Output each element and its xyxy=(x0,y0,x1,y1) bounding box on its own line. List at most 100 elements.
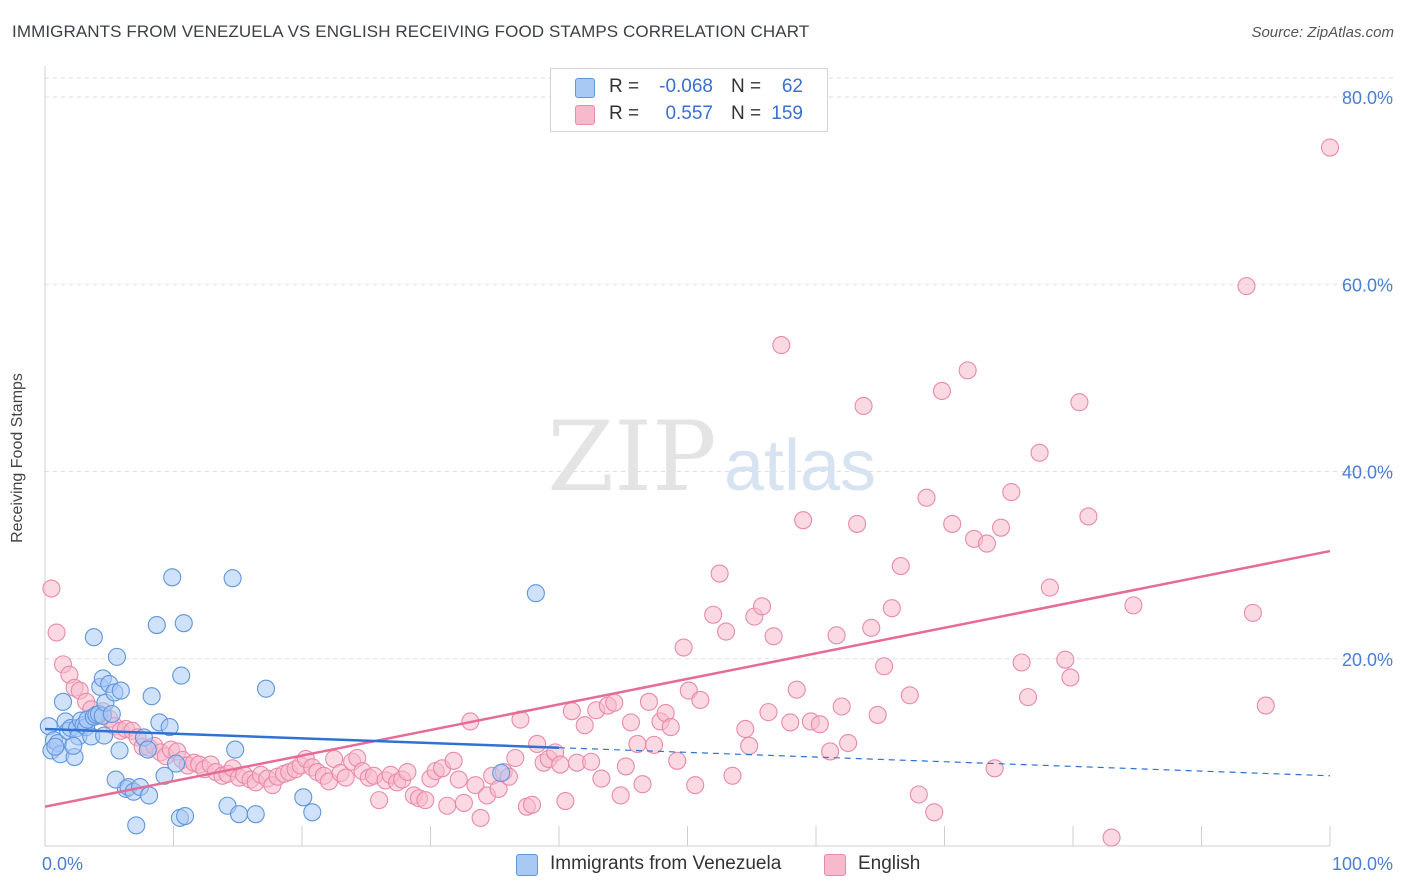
venezuela-point xyxy=(127,816,146,835)
venezuela-point xyxy=(107,647,127,666)
english-point xyxy=(639,692,659,711)
english-point xyxy=(943,514,962,533)
english-point xyxy=(764,627,783,646)
english-point xyxy=(633,775,652,794)
y-tick-label: 80.0% xyxy=(1342,88,1393,108)
english-point xyxy=(827,626,846,645)
english-point xyxy=(1002,483,1021,502)
venezuela-point xyxy=(163,568,182,587)
venezuela-point xyxy=(172,666,191,685)
legend-swatch-pink xyxy=(575,105,595,125)
english-point xyxy=(398,762,417,782)
english-point xyxy=(528,734,547,753)
legend-n-label: N = xyxy=(731,76,762,97)
english-point xyxy=(704,605,723,624)
venezuela-point xyxy=(147,615,166,635)
english-point xyxy=(832,697,851,716)
english-point xyxy=(882,599,901,618)
english-point xyxy=(1256,696,1275,715)
english-point xyxy=(674,638,693,657)
english-point xyxy=(686,776,705,795)
english-point xyxy=(506,748,525,768)
venezuela-point xyxy=(229,805,249,824)
english-point xyxy=(1102,828,1121,847)
legend-n-value: 62 xyxy=(781,76,803,97)
tick-labels: 20.0% 40.0% 60.0% 80.0% 0.0% 100.0% xyxy=(42,88,1393,874)
english-point xyxy=(991,518,1011,537)
english-trend-line xyxy=(44,549,1331,808)
english-point xyxy=(1243,603,1262,622)
english-point xyxy=(691,690,710,709)
watermark-zip: ZIP xyxy=(547,401,716,513)
venezuela-point xyxy=(155,766,174,785)
venezuela-point xyxy=(223,569,242,588)
english-point xyxy=(787,680,806,699)
legend-r-label: R = xyxy=(609,76,640,97)
english-point xyxy=(611,786,630,805)
english-point xyxy=(605,693,624,712)
bottom-legend-label-venezuela: Immigrants from Venezuela xyxy=(550,853,782,874)
legend-swatch-blue xyxy=(575,78,595,98)
venezuela-point xyxy=(53,692,73,711)
venezuela-point xyxy=(95,726,114,745)
english-point xyxy=(471,808,490,827)
english-point xyxy=(336,768,355,787)
legend-r-value: 0.557 xyxy=(665,103,713,124)
english-point xyxy=(854,396,873,416)
venezuela-point xyxy=(246,805,265,824)
trend-lines xyxy=(44,549,1331,808)
english-point xyxy=(710,564,729,583)
y-tick-label: 20.0% xyxy=(1342,650,1393,670)
english-point xyxy=(1320,138,1340,157)
english-point xyxy=(1070,393,1089,412)
english-point xyxy=(47,623,66,642)
english-point xyxy=(875,657,894,676)
english-points xyxy=(42,138,1340,847)
english-point xyxy=(575,716,594,735)
venezuela-trend-line xyxy=(44,727,560,749)
venezuela-point xyxy=(102,704,121,724)
english-point xyxy=(562,702,581,721)
english-point xyxy=(794,511,813,530)
english-point xyxy=(977,534,996,553)
legend-n-value: 159 xyxy=(771,103,803,124)
english-point xyxy=(449,770,468,789)
english-point xyxy=(551,755,570,774)
axes xyxy=(44,66,1331,847)
english-point xyxy=(772,336,791,355)
venezuela-point xyxy=(176,806,195,826)
bottom-legend-english: English xyxy=(824,852,944,878)
english-point xyxy=(1061,668,1080,687)
venezuela-point xyxy=(160,718,179,737)
english-point xyxy=(556,792,575,811)
english-point xyxy=(416,791,435,810)
english-point xyxy=(438,796,457,815)
english-point xyxy=(621,713,641,732)
venezuela-point xyxy=(140,786,159,805)
venezuela-point xyxy=(110,741,129,760)
english-point xyxy=(1040,578,1059,597)
english-point xyxy=(444,751,463,770)
english-point xyxy=(1012,653,1031,672)
x-tick-label: 0.0% xyxy=(42,854,83,874)
english-point xyxy=(917,488,936,507)
venezuela-point xyxy=(84,628,103,647)
x-tick-label: 100.0% xyxy=(1332,854,1393,874)
english-point xyxy=(42,579,61,598)
english-point xyxy=(522,795,542,814)
english-point xyxy=(821,742,840,761)
english-point xyxy=(454,793,473,812)
english-point xyxy=(862,618,881,637)
legend-r-value: -0.068 xyxy=(659,76,713,97)
english-point xyxy=(891,557,910,576)
bottom-legend-swatch-pink xyxy=(824,854,846,876)
venezuela-trend-extension xyxy=(558,747,1331,777)
venezuela-point xyxy=(294,788,313,807)
english-point xyxy=(1237,277,1256,296)
english-point xyxy=(740,736,759,755)
legend-row-venezuela: R = -0.068 N = 62 xyxy=(551,74,827,100)
venezuela-point xyxy=(256,679,276,698)
english-point xyxy=(736,719,755,739)
english-point xyxy=(668,751,687,770)
